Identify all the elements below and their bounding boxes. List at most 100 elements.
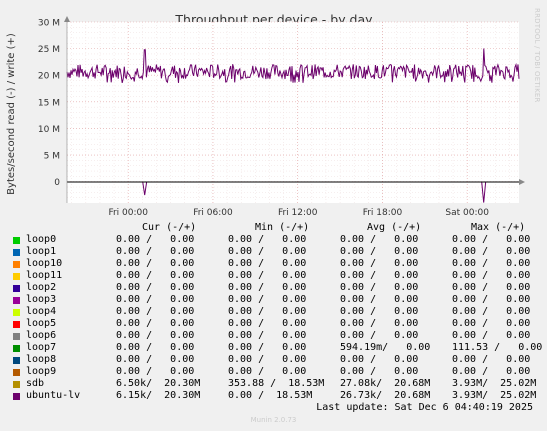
legend-row: ubuntu-lv 6.15k/ 20.30M 0.00 / 18.53M 26.73…: [12, 390, 542, 402]
legend-min: 0.00 / 0.00: [228, 354, 307, 365]
legend-max: 3.93M/ 25.02M: [452, 390, 537, 401]
legend-avg: 0.00 / 0.00: [340, 270, 419, 281]
legend-avg: 594.19m/ 0.00: [340, 342, 431, 353]
legend-row: loop0 0.00 / 0.00 0.00 / 0.00 0.00 / 0.00 0.…: [12, 234, 542, 246]
legend-avg: 0.00 / 0.00: [340, 306, 419, 317]
chart: Throughput per device - by day Bytes/sec…: [6, 12, 525, 215]
legend-name: loop5: [26, 318, 57, 329]
legend-swatch: [13, 285, 20, 292]
legend-cur: 0.00 / 0.00: [116, 234, 195, 245]
legend-cur: 6.50k/ 20.30M: [116, 378, 201, 389]
legend-swatch: [13, 321, 20, 328]
legend-swatch: [13, 357, 20, 364]
legend-row: loop8 0.00 / 0.00 0.00 / 0.00 0.00 / 0.00 0.…: [12, 354, 542, 366]
legend-min: 353.88 / 18.53M: [228, 378, 325, 389]
legend-max: 0.00 / 0.00: [452, 366, 531, 377]
legend-name: loop10: [26, 258, 63, 269]
legend-avg: 0.00 / 0.00: [340, 234, 419, 245]
legend-header-min: Min (-/+): [255, 222, 310, 233]
legend-max: 0.00 / 0.00: [452, 294, 531, 305]
legend-name: loop8: [26, 354, 57, 365]
y-tick-label: 15 M: [38, 98, 60, 108]
legend-min: 0.00 / 0.00: [228, 282, 307, 293]
x-tick-label: Fri 18:00: [363, 208, 403, 215]
legend-header-avg: Avg (-/+): [367, 222, 422, 233]
x-axis-arrow: [519, 179, 525, 185]
legend-row: loop4 0.00 / 0.00 0.00 / 0.00 0.00 / 0.00 0.…: [12, 306, 542, 318]
legend-swatch: [13, 261, 20, 268]
legend-cur: 0.00 / 0.00: [116, 270, 195, 281]
legend-cur: 6.15k/ 20.30M: [116, 390, 201, 401]
legend-min: 0.00 / 18.53M: [228, 390, 313, 401]
legend-name: sdb: [26, 378, 45, 389]
legend-row: loop6 0.00 / 0.00 0.00 / 0.00 0.00 / 0.00 0.…: [12, 330, 542, 342]
legend-rows: loop0 0.00 / 0.00 0.00 / 0.00 0.00 / 0.00 0.…: [12, 234, 542, 402]
legend-swatch: [13, 345, 20, 352]
y-tick-label: 10 M: [38, 125, 60, 135]
legend-name: loop6: [26, 330, 57, 341]
legend-swatch: [13, 273, 20, 280]
legend-swatch: [13, 249, 20, 256]
y-tick-label: 0: [54, 178, 60, 188]
legend-max: 0.00 / 0.00: [452, 282, 531, 293]
legend-max: 0.00 / 0.00: [452, 354, 531, 365]
legend-name: loop4: [26, 306, 57, 317]
legend-name: loop7: [26, 342, 57, 353]
legend-row: loop10 0.00 / 0.00 0.00 / 0.00 0.00 / 0.00 0…: [12, 258, 542, 270]
legend-avg: 0.00 / 0.00: [340, 318, 419, 329]
legend-name: loop0: [26, 234, 57, 245]
legend-header: Cur (-/+) Min (-/+) Avg (-/+) Max (-/+): [12, 222, 542, 234]
legend-max: 0.00 / 0.00: [452, 246, 531, 257]
rrdtool-credit: RRDTOOL / TOBI OETIKER: [533, 8, 541, 103]
legend-min: 0.00 / 0.00: [228, 318, 307, 329]
x-tick-label: Fri 00:00: [108, 208, 148, 215]
legend-cur: 0.00 / 0.00: [116, 258, 195, 269]
y-tick-label: 5 M: [44, 152, 60, 162]
legend-cur: 0.00 / 0.00: [116, 354, 195, 365]
legend-row: loop9 0.00 / 0.00 0.00 / 0.00 0.00 / 0.00 0.…: [12, 366, 542, 378]
legend-swatch: [13, 333, 20, 340]
y-axis-label: Bytes/second read (-) / write (+): [6, 33, 17, 195]
legend-row: loop3 0.00 / 0.00 0.00 / 0.00 0.00 / 0.00 0.…: [12, 294, 542, 306]
x-tick-label: Sat 00:00: [445, 208, 489, 215]
legend-min: 0.00 / 0.00: [228, 258, 307, 269]
legend-row: sdb 6.50k/ 20.30M 353.88 / 18.53M 27.08k/ 2…: [12, 378, 542, 390]
legend-swatch: [13, 309, 20, 316]
legend-swatch: [13, 381, 20, 388]
legend-max: 111.53 / 0.00: [452, 342, 543, 353]
legend-min: 0.00 / 0.00: [228, 366, 307, 377]
legend-min: 0.00 / 0.00: [228, 330, 307, 341]
legend-swatch: [13, 369, 20, 376]
legend-name: loop11: [26, 270, 63, 281]
x-tick-labels: Fri 00:00 Fri 06:00 Fri 12:00 Fri 18:00 Sat …: [108, 208, 489, 215]
series-ubuntu-lv-read-spike: [481, 181, 487, 203]
last-update: Last update: Sat Dec 6 04:40:19 2025: [316, 402, 533, 413]
legend-swatch: [13, 297, 20, 304]
major-grid: [67, 21, 519, 203]
y-axis-arrow: [64, 16, 70, 22]
legend-cur: 0.00 / 0.00: [116, 366, 195, 377]
legend-name: ubuntu-lv: [26, 390, 81, 401]
munin-version: Munin 2.0.73: [250, 416, 297, 424]
series-ubuntu-lv-read-spike: [142, 181, 148, 196]
legend-cur: 0.00 / 0.00: [116, 246, 195, 257]
legend-max: 3.93M/ 25.02M: [452, 378, 537, 389]
legend-row: loop5 0.00 / 0.00 0.00 / 0.00 0.00 / 0.00 0.…: [12, 318, 542, 330]
series-ubuntu-lv-write: [66, 48, 520, 84]
legend-header-max: Max (-/+): [471, 222, 526, 233]
x-tick-label: Fri 06:00: [193, 208, 233, 215]
legend: Cur (-/+) Min (-/+) Avg (-/+) Max (-/+) …: [12, 222, 542, 402]
legend-name: loop2: [26, 282, 57, 293]
legend-name: loop3: [26, 294, 57, 305]
legend-cur: 0.00 / 0.00: [116, 318, 195, 329]
legend-row: loop11 0.00 / 0.00 0.00 / 0.00 0.00 / 0.00 0…: [12, 270, 542, 282]
legend-min: 0.00 / 0.00: [228, 246, 307, 257]
legend-min: 0.00 / 0.00: [228, 306, 307, 317]
legend-name: loop9: [26, 366, 57, 377]
legend-max: 0.00 / 0.00: [452, 318, 531, 329]
legend-avg: 0.00 / 0.00: [340, 366, 419, 377]
legend-min: 0.00 / 0.00: [228, 342, 307, 353]
legend-cur: 0.00 / 0.00: [116, 342, 195, 353]
legend-avg: 26.73k/ 20.68M: [340, 390, 431, 401]
x-tick-label: Fri 12:00: [278, 208, 318, 215]
